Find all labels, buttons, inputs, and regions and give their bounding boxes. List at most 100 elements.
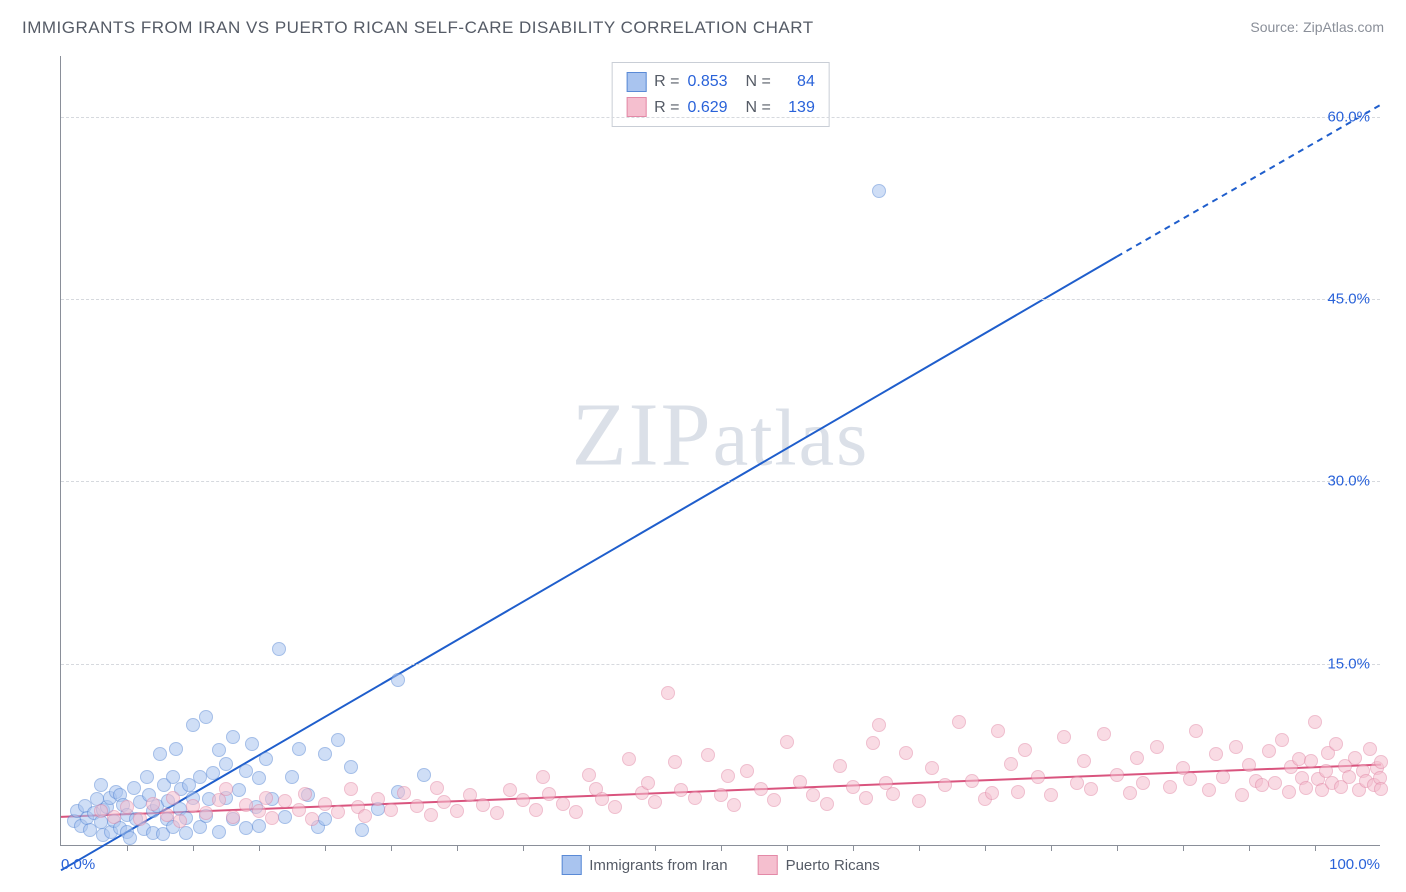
- scatter-point: [1235, 788, 1249, 802]
- scatter-point: [437, 795, 451, 809]
- scatter-point: [193, 770, 207, 784]
- scatter-point: [107, 810, 121, 824]
- scatter-point: [1057, 730, 1071, 744]
- scatter-point: [133, 812, 147, 826]
- scatter-point: [94, 778, 108, 792]
- scatter-point: [252, 771, 266, 785]
- source-name: ZipAtlas.com: [1303, 19, 1384, 35]
- scatter-point: [1150, 740, 1164, 754]
- scatter-point: [529, 803, 543, 817]
- x-tick: [787, 845, 788, 851]
- scatter-point: [169, 742, 183, 756]
- scatter-point: [212, 743, 226, 757]
- scatter-point: [292, 742, 306, 756]
- trend-line-dashed: [1117, 105, 1381, 257]
- x-tick: [985, 845, 986, 851]
- scatter-point: [648, 795, 662, 809]
- scatter-point: [318, 812, 332, 826]
- scatter-point: [298, 787, 312, 801]
- scatter-point: [985, 786, 999, 800]
- scatter-point: [186, 718, 200, 732]
- scatter-point: [1255, 778, 1269, 792]
- x-tick: [1315, 845, 1316, 851]
- x-tick: [655, 845, 656, 851]
- scatter-point: [661, 686, 675, 700]
- x-tick-max: 100.0%: [1329, 856, 1380, 873]
- x-tick: [325, 845, 326, 851]
- scatter-point: [622, 752, 636, 766]
- scatter-point: [1070, 776, 1084, 790]
- scatter-point: [1031, 770, 1045, 784]
- source-attribution: Source: ZipAtlas.com: [1250, 19, 1384, 37]
- scatter-point: [866, 736, 880, 750]
- scatter-point: [173, 814, 187, 828]
- source-label: Source:: [1250, 19, 1298, 35]
- scatter-point: [140, 770, 154, 784]
- scatter-point: [160, 808, 174, 822]
- x-tick: [1249, 845, 1250, 851]
- series-legend-label: Immigrants from Iran: [589, 857, 727, 874]
- scatter-point: [305, 812, 319, 826]
- gridline: [61, 481, 1380, 482]
- scatter-point: [146, 797, 160, 811]
- scatter-point: [912, 794, 926, 808]
- scatter-point: [1374, 755, 1388, 769]
- x-tick: [721, 845, 722, 851]
- scatter-point: [569, 805, 583, 819]
- scatter-point: [846, 780, 860, 794]
- scatter-point: [232, 783, 246, 797]
- scatter-point: [226, 730, 240, 744]
- scatter-point: [384, 803, 398, 817]
- legend-swatch: [626, 97, 646, 117]
- scatter-point: [536, 770, 550, 784]
- scatter-point: [1308, 715, 1322, 729]
- x-tick: [1051, 845, 1052, 851]
- scatter-point: [371, 792, 385, 806]
- series-legend-item: Immigrants from Iran: [561, 855, 727, 875]
- scatter-point: [503, 783, 517, 797]
- x-tick: [193, 845, 194, 851]
- scatter-point: [1275, 733, 1289, 747]
- scatter-point: [212, 825, 226, 839]
- scatter-point: [424, 808, 438, 822]
- scatter-point: [516, 793, 530, 807]
- scatter-point: [668, 755, 682, 769]
- x-tick: [523, 845, 524, 851]
- scatter-point: [780, 735, 794, 749]
- scatter-point: [166, 791, 180, 805]
- scatter-point: [239, 798, 253, 812]
- scatter-point: [1304, 754, 1318, 768]
- scatter-point: [1242, 758, 1256, 772]
- scatter-point: [1189, 724, 1203, 738]
- stat-n-label: N =: [746, 69, 771, 95]
- scatter-point: [1136, 776, 1150, 790]
- scatter-point: [199, 710, 213, 724]
- scatter-point: [259, 791, 273, 805]
- x-tick: [1117, 845, 1118, 851]
- scatter-point: [820, 797, 834, 811]
- scatter-point: [872, 718, 886, 732]
- scatter-point: [806, 788, 820, 802]
- scatter-point: [358, 809, 372, 823]
- y-tick-label: 15.0%: [1327, 655, 1370, 672]
- scatter-point: [1282, 785, 1296, 799]
- scatter-point: [1110, 768, 1124, 782]
- scatter-point: [206, 766, 220, 780]
- scatter-point: [430, 781, 444, 795]
- scatter-point: [701, 748, 715, 762]
- chart-container: ZIPatlas R =0.853N =84R =0.629N =139 0.0…: [60, 56, 1380, 846]
- scatter-point: [226, 810, 240, 824]
- scatter-point: [727, 798, 741, 812]
- watermark-big: ZIP: [572, 385, 713, 484]
- scatter-point: [754, 782, 768, 796]
- scatter-point: [767, 793, 781, 807]
- scatter-point: [833, 759, 847, 773]
- x-tick: [259, 845, 260, 851]
- scatter-point: [199, 806, 213, 820]
- scatter-point: [127, 781, 141, 795]
- plot-area: ZIPatlas R =0.853N =84R =0.629N =139 0.0…: [60, 56, 1380, 846]
- scatter-point: [1229, 740, 1243, 754]
- scatter-point: [582, 768, 596, 782]
- x-tick: [457, 845, 458, 851]
- scatter-point: [1209, 747, 1223, 761]
